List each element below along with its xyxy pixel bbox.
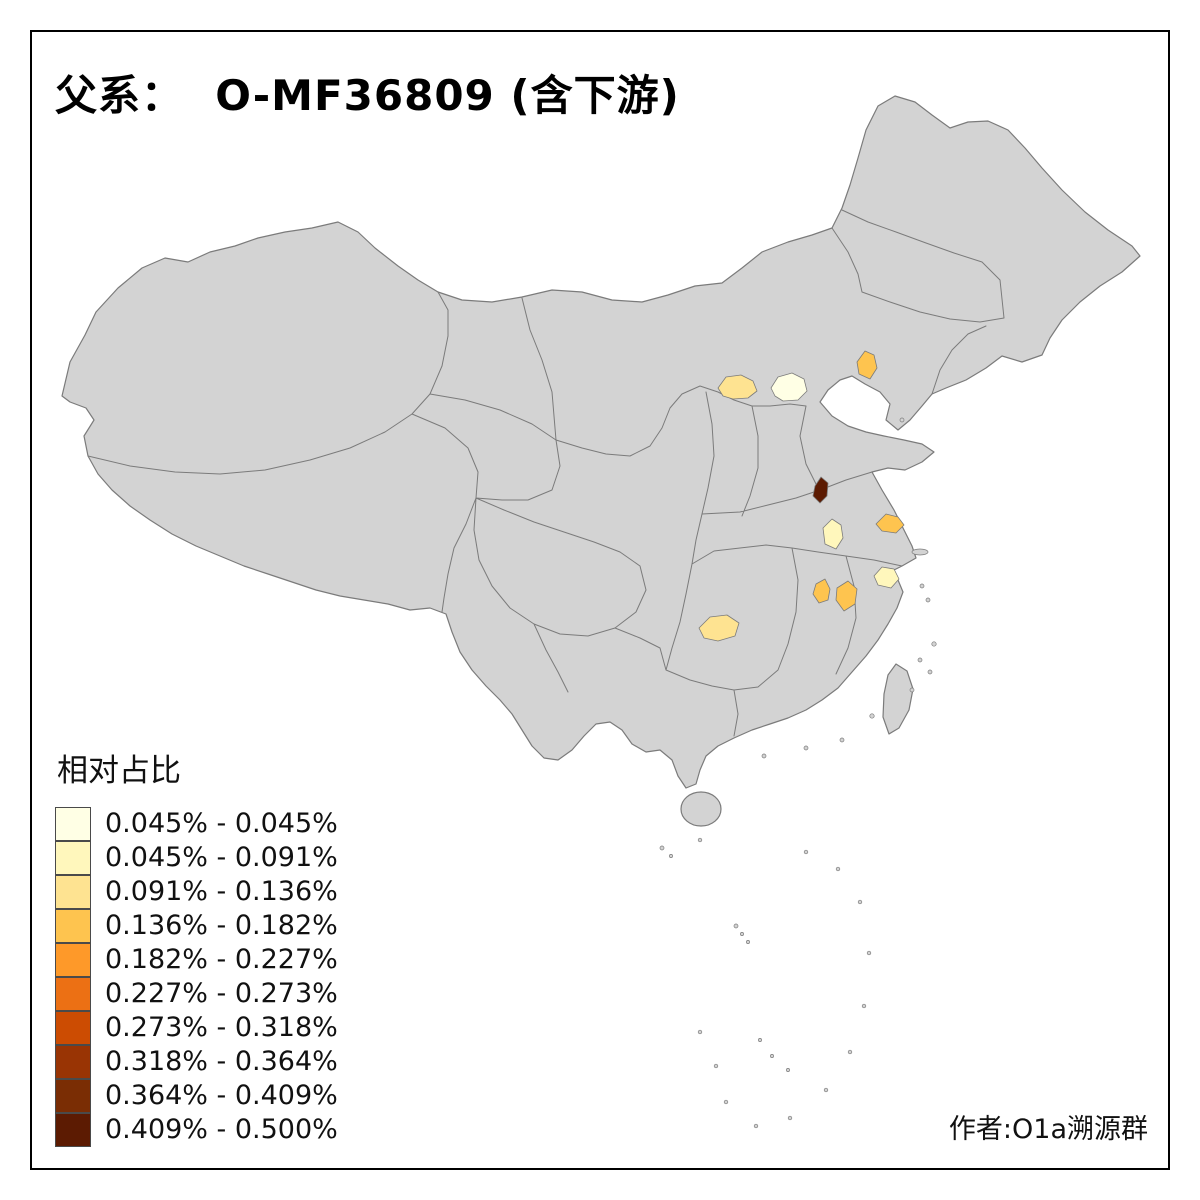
legend-row: 0.364% - 0.409% — [55, 1078, 338, 1113]
legend-row: 0.136% - 0.182% — [55, 908, 338, 943]
legend-label: 0.409% - 0.500% — [105, 1113, 338, 1145]
highlighted-region — [812, 578, 831, 604]
legend-row: 0.045% - 0.091% — [55, 840, 338, 875]
legend-swatch — [55, 976, 91, 1011]
legend-swatch — [55, 1078, 91, 1113]
legend-row: 0.409% - 0.500% — [55, 1112, 338, 1147]
legend-swatch — [55, 1112, 91, 1147]
south-china-sea-islets — [659, 837, 872, 1129]
legend-label: 0.045% - 0.091% — [105, 841, 338, 873]
legend-label: 0.136% - 0.182% — [105, 909, 338, 941]
legend-label: 0.318% - 0.364% — [105, 1045, 338, 1077]
highlighted-regions — [698, 350, 905, 642]
legend-label: 0.273% - 0.318% — [105, 1011, 338, 1043]
taiwan-island — [882, 663, 914, 735]
highlighted-region — [717, 374, 758, 400]
legend-swatch — [55, 1010, 91, 1045]
legend-label: 0.045% - 0.045% — [105, 807, 338, 839]
legend-row: 0.318% - 0.364% — [55, 1044, 338, 1079]
province-borders — [87, 209, 1005, 737]
legend-swatch — [55, 840, 91, 875]
map-title: 父系： O-MF36809 (含下游) — [55, 71, 680, 120]
highlighted-region — [812, 476, 829, 504]
highlighted-region — [875, 513, 905, 534]
legend-title: 相对占比 — [57, 753, 181, 789]
legend-swatch — [55, 1044, 91, 1079]
legend-row: 0.227% - 0.273% — [55, 976, 338, 1011]
coastal-islets — [761, 417, 937, 759]
hainan-island — [680, 791, 722, 827]
attribution: 作者:O1a溯源群 — [948, 1114, 1148, 1145]
highlighted-region — [770, 372, 808, 402]
highlighted-region — [835, 580, 858, 612]
highlighted-region — [698, 614, 740, 642]
highlighted-region — [873, 566, 900, 589]
legend-label: 0.227% - 0.273% — [105, 977, 338, 1009]
legend-swatch — [55, 874, 91, 909]
legend-rows: 0.045% - 0.045% 0.045% - 0.091% 0.091% -… — [55, 806, 338, 1147]
legend-label: 0.182% - 0.227% — [105, 943, 338, 975]
legend: 相对占比 0.045% - 0.045% 0.045% - 0.091% 0.0… — [55, 745, 338, 1147]
legend-swatch — [55, 942, 91, 977]
legend-row: 0.091% - 0.136% — [55, 874, 338, 909]
mainland-china-shape — [61, 95, 1141, 789]
legend-swatch — [55, 806, 91, 841]
legend-row: 0.273% - 0.318% — [55, 1010, 338, 1045]
highlighted-region — [822, 518, 844, 550]
highlighted-region — [856, 350, 878, 380]
legend-swatch — [55, 908, 91, 943]
legend-label: 0.091% - 0.136% — [105, 875, 338, 907]
legend-row: 0.045% - 0.045% — [55, 806, 338, 841]
legend-row: 0.182% - 0.227% — [55, 942, 338, 977]
legend-label: 0.364% - 0.409% — [105, 1079, 338, 1111]
